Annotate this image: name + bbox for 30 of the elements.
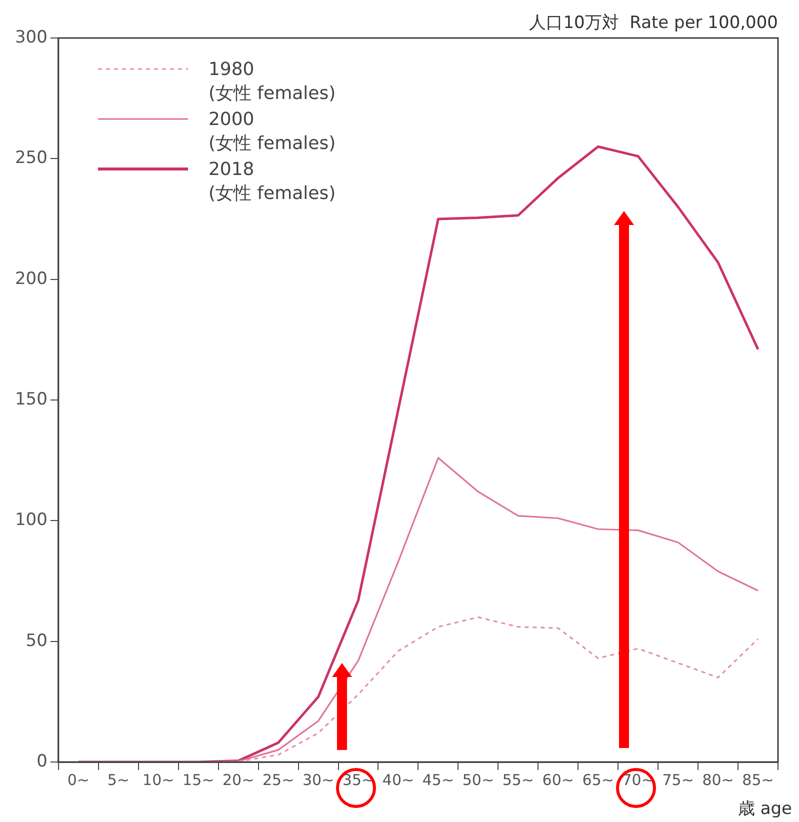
- x-tick-label: 50~: [462, 770, 494, 789]
- x-tick-label: 20~: [222, 770, 254, 789]
- x-tick-label: 65~: [582, 770, 614, 789]
- y-tick-label: 100: [14, 510, 48, 530]
- y-tick-label: 200: [14, 268, 48, 289]
- legend-label: 2000 (女性 females): [208, 108, 336, 156]
- x-tick-label: 10~: [142, 770, 174, 789]
- x-tick-label: 45~: [422, 770, 454, 789]
- x-tick-label: 40~: [382, 770, 414, 789]
- legend-label: 2018 (女性 females): [208, 158, 336, 206]
- x-tick-label: 60~: [542, 770, 574, 789]
- x-tick-label: 85~: [742, 770, 774, 789]
- y-tick-label: 250: [14, 148, 48, 168]
- x-tick-label: 5~: [107, 770, 130, 789]
- y-tick-label: 150: [14, 389, 48, 410]
- x-tick-label: 15~: [182, 770, 214, 789]
- y-tick-label: 0: [36, 751, 48, 772]
- x-tick-label: 80~: [702, 770, 734, 789]
- x-tick-label: 0~: [67, 770, 90, 789]
- x-axis-title: 歳 age: [738, 798, 792, 819]
- x-tick-label: 55~: [502, 770, 534, 789]
- y-tick-label: 50: [26, 630, 48, 651]
- x-tick-label: 75~: [662, 770, 694, 789]
- y-axis-title: 人口10万対 Rate per 100,000: [529, 12, 778, 33]
- x-tick-label: 35~: [342, 770, 374, 789]
- legend-label: 1980 (女性 females): [208, 58, 336, 106]
- y-tick-label: 300: [14, 27, 48, 48]
- x-tick-label: 30~: [302, 770, 334, 789]
- line-series: [78, 616, 759, 762]
- x-tick-label: 25~: [262, 770, 294, 789]
